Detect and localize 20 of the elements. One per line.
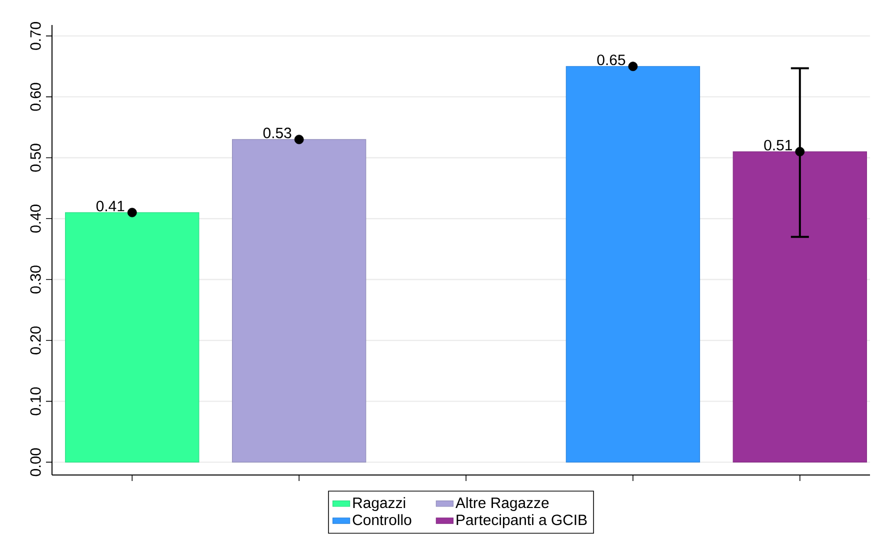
- y-tick-label: 0.10: [30, 387, 41, 416]
- y-tick-label: 0.60: [30, 82, 41, 111]
- y-tick-label: 0.50: [30, 144, 41, 172]
- y-tick-label: 0.00: [30, 448, 41, 476]
- legend-label: Ragazzi: [353, 497, 406, 512]
- point: [127, 208, 137, 218]
- point: [294, 134, 304, 144]
- y-tick-label: 0.40: [30, 204, 41, 233]
- data-label: 0.53: [263, 128, 292, 138]
- data-label: 0.51: [764, 140, 792, 150]
- legend-label: Controllo: [352, 514, 412, 526]
- data-label: 0.41: [96, 200, 124, 212]
- point: [628, 62, 638, 72]
- y-tick-label: 0.70: [30, 22, 41, 50]
- legend-label: Partecipanti a GCIB: [456, 514, 587, 528]
- data-label: 0.65: [597, 54, 626, 66]
- y-tick-label: 0.30: [30, 266, 41, 294]
- legend-label: Altre Ragazze: [456, 497, 549, 512]
- point: [795, 146, 805, 156]
- y-tick-label: 0.20: [30, 326, 41, 354]
